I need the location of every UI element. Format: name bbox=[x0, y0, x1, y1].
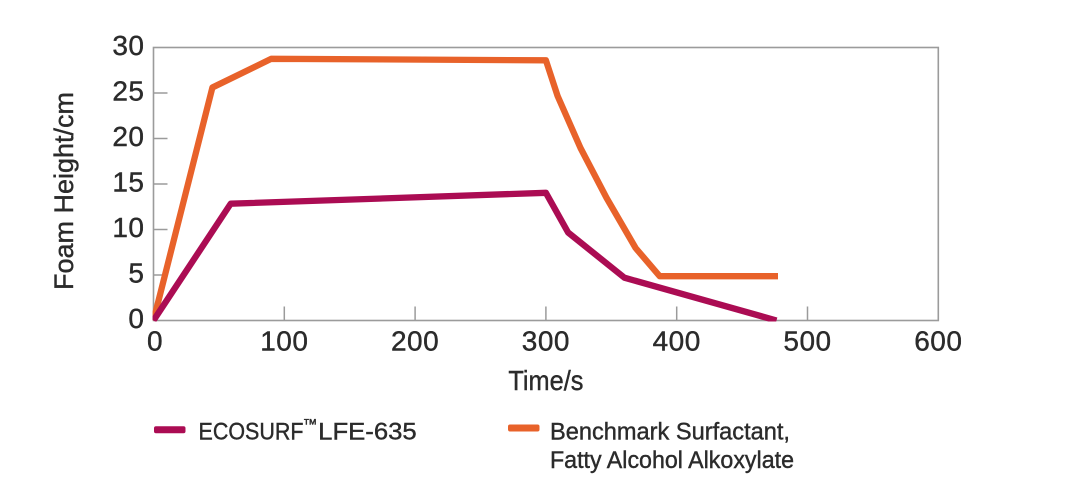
svg-text:500: 500 bbox=[783, 326, 831, 357]
svg-text:300: 300 bbox=[522, 326, 570, 357]
svg-text:200: 200 bbox=[391, 326, 439, 357]
svg-text:10: 10 bbox=[112, 212, 144, 243]
svg-text:Fatty Alcohol Alkoxylate: Fatty Alcohol Alkoxylate bbox=[550, 447, 794, 474]
svg-text:5: 5 bbox=[128, 258, 144, 289]
svg-text:™: ™ bbox=[303, 417, 318, 433]
svg-text:0: 0 bbox=[128, 303, 144, 334]
svg-text:400: 400 bbox=[653, 326, 701, 357]
svg-text:100: 100 bbox=[260, 326, 308, 357]
svg-text:LFE-635: LFE-635 bbox=[318, 419, 417, 446]
svg-text:15: 15 bbox=[112, 167, 144, 198]
svg-text:25: 25 bbox=[112, 76, 144, 107]
svg-text:ECOSURF: ECOSURF bbox=[199, 419, 304, 446]
svg-text:600: 600 bbox=[914, 326, 962, 357]
svg-text:20: 20 bbox=[112, 121, 144, 152]
svg-text:0: 0 bbox=[147, 326, 163, 357]
svg-text:Foam Height/cm: Foam Height/cm bbox=[49, 92, 79, 290]
svg-text:Benchmark Surfactant,: Benchmark Surfactant, bbox=[550, 419, 790, 446]
svg-text:30: 30 bbox=[112, 30, 144, 61]
svg-text:Time/s: Time/s bbox=[508, 365, 583, 396]
